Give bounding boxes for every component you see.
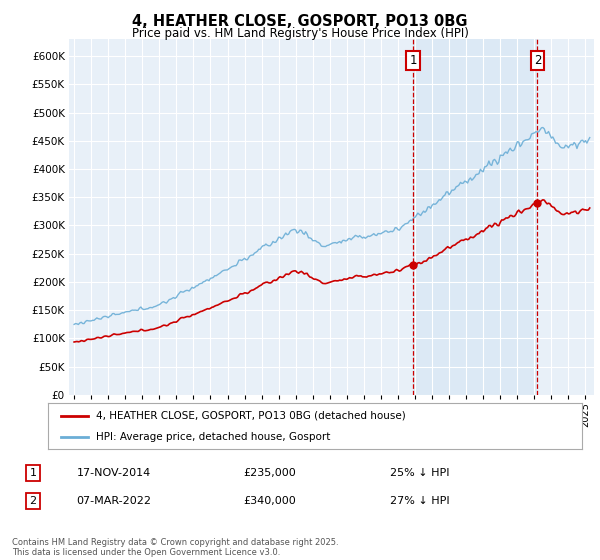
- Text: 17-NOV-2014: 17-NOV-2014: [77, 468, 151, 478]
- Text: 4, HEATHER CLOSE, GOSPORT, PO13 0BG: 4, HEATHER CLOSE, GOSPORT, PO13 0BG: [132, 14, 468, 29]
- Text: 27% ↓ HPI: 27% ↓ HPI: [390, 496, 450, 506]
- Text: 4, HEATHER CLOSE, GOSPORT, PO13 0BG (detached house): 4, HEATHER CLOSE, GOSPORT, PO13 0BG (det…: [96, 410, 406, 421]
- Text: £340,000: £340,000: [244, 496, 296, 506]
- Text: 2: 2: [29, 496, 37, 506]
- Text: Price paid vs. HM Land Registry's House Price Index (HPI): Price paid vs. HM Land Registry's House …: [131, 27, 469, 40]
- Text: £235,000: £235,000: [244, 468, 296, 478]
- Text: 25% ↓ HPI: 25% ↓ HPI: [390, 468, 450, 478]
- Text: 1: 1: [29, 468, 37, 478]
- Text: 2: 2: [533, 54, 541, 67]
- Text: 07-MAR-2022: 07-MAR-2022: [77, 496, 151, 506]
- Text: 1: 1: [409, 54, 417, 67]
- Text: HPI: Average price, detached house, Gosport: HPI: Average price, detached house, Gosp…: [96, 432, 331, 442]
- Text: Contains HM Land Registry data © Crown copyright and database right 2025.
This d: Contains HM Land Registry data © Crown c…: [12, 538, 338, 557]
- Bar: [413, 39, 538, 395]
